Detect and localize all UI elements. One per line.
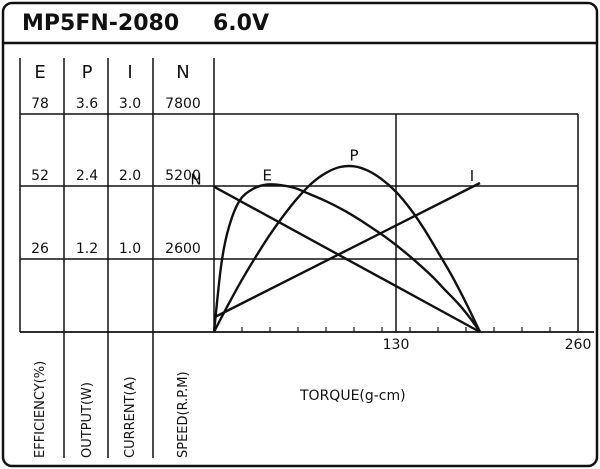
- y-tick-p: 2.4: [76, 168, 98, 184]
- y-tick-n: 7800: [165, 96, 201, 112]
- y-tick-e: 78: [31, 96, 49, 112]
- y-tick-e: 52: [31, 168, 49, 184]
- column-header-e: E: [34, 62, 45, 83]
- y-tick-p: 1.2: [76, 241, 98, 257]
- y-tick-n: 2600: [165, 241, 201, 257]
- axis-label-e: EFFICIENCY(%): [33, 361, 48, 458]
- column-header-p: P: [82, 62, 93, 83]
- x-tick-labels: 130 260: [383, 337, 592, 353]
- y-axis-labels: EFFICIENCY(%) OUTPUT(W) CURRENT(A) SPEED(R.…: [33, 361, 191, 458]
- model-title: MP5FN-2080: [22, 11, 179, 36]
- series-p-label: P: [349, 146, 358, 164]
- series-i-label: I: [470, 167, 474, 185]
- x-tick-label: 130: [383, 337, 410, 353]
- series-n-label: N: [190, 171, 201, 189]
- y-tick-i: 2.0: [119, 168, 141, 184]
- y-tick-i: 1.0: [119, 241, 141, 257]
- axis-label-p: OUTPUT(W): [80, 382, 95, 458]
- series-e-label: E: [262, 167, 271, 185]
- x-axis-label: TORQUE(g-cm): [299, 388, 406, 404]
- column-header-i: I: [127, 62, 132, 83]
- y-tick-labels: 78 52 26 3.6 2.4 1.2 3.0 2.0 1.0 7800 5200 2600: [31, 96, 201, 257]
- y-tick-e: 26: [31, 241, 49, 257]
- voltage-title: 6.0V: [213, 11, 269, 36]
- table-lines: [19, 58, 594, 458]
- series-e-line: [212, 183, 481, 333]
- series-n-line: [213, 185, 481, 334]
- axis-label-n: SPEED(R.P.M): [176, 371, 191, 458]
- series-i-line: [213, 181, 481, 319]
- y-tick-i: 3.0: [119, 96, 141, 112]
- y-tick-p: 3.6: [76, 96, 98, 112]
- axis-label-i: CURRENT(A): [123, 376, 138, 458]
- y-tick-n: 5200: [165, 168, 201, 184]
- curve-labels: N I E P: [190, 146, 474, 188]
- column-header-n: N: [176, 62, 189, 83]
- curves: [212, 164, 482, 334]
- series-p-line: [212, 164, 482, 333]
- x-tick-label: 260: [565, 337, 592, 353]
